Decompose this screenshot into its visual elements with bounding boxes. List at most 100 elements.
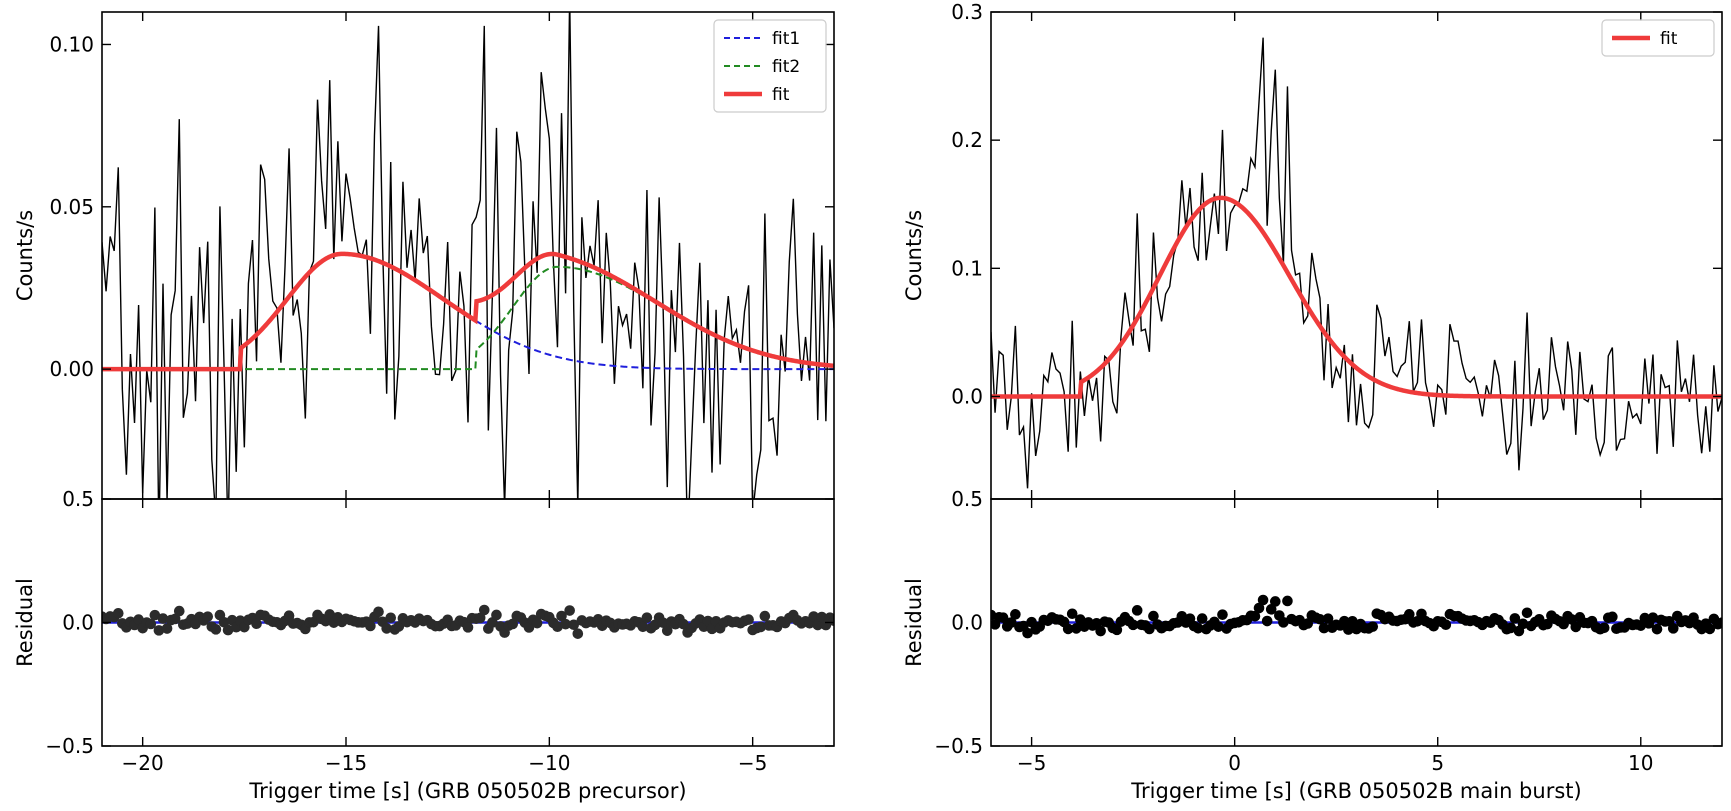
- residual-point: [1022, 627, 1033, 639]
- residual-point: [1278, 617, 1289, 628]
- residual-point: [661, 625, 673, 636]
- data-series-line: [102, 12, 834, 499]
- residual-point: [1570, 621, 1582, 633]
- y-axis-label: Counts/s: [13, 210, 37, 301]
- residual-point: [1282, 595, 1293, 607]
- y-tick-label: 0.00: [49, 357, 94, 381]
- residual-point: [637, 621, 649, 633]
- residual-point: [161, 623, 173, 634]
- legend-label-fit: fit: [1660, 29, 1678, 49]
- residual-point: [1265, 604, 1277, 615]
- residual-point: [1148, 610, 1159, 622]
- residual-point: [373, 606, 384, 618]
- y-tick-label: −0.5: [45, 734, 94, 758]
- residual-point: [1343, 624, 1354, 635]
- residual-point: [210, 624, 222, 635]
- residual-point: [1257, 594, 1269, 606]
- residual-point: [1521, 607, 1533, 619]
- residual-point: [474, 612, 486, 624]
- residual-point: [1322, 613, 1334, 624]
- legend-box: [1601, 19, 1715, 57]
- residual-point: [1403, 609, 1415, 620]
- residual-point: [997, 612, 1009, 624]
- residual-point: [169, 613, 181, 625]
- x-tick-label: 5: [1431, 751, 1444, 775]
- residual-point: [1070, 623, 1082, 634]
- residual-point: [1607, 611, 1618, 623]
- residual-point: [1339, 615, 1350, 627]
- y-tick-label: −0.5: [934, 734, 983, 758]
- residual-point: [1558, 618, 1569, 630]
- residual-point: [531, 617, 543, 629]
- residual-point: [462, 622, 474, 633]
- residual-point: [1667, 623, 1679, 634]
- residual-point: [1598, 622, 1610, 634]
- residual-point: [381, 623, 392, 634]
- residual-point: [218, 616, 230, 628]
- residual-point: [1302, 618, 1314, 629]
- residual-point: [808, 611, 819, 622]
- residual-point: [1127, 619, 1139, 631]
- main-burst-residual-group: −0.5 0.0 −5 0 5 10 Residual Trigger time [s] (G…: [902, 498, 1723, 803]
- residual-point: [324, 609, 336, 620]
- precursor-lightcurve-group: 0.00 0.05 0.10 0.5 Counts/s fit1 fit2 fit: [13, 11, 835, 511]
- residual-point: [1095, 625, 1106, 637]
- residual-point: [1196, 613, 1208, 624]
- residual-point: [1091, 617, 1102, 629]
- residual-point: [385, 612, 397, 624]
- residual-point: [1542, 618, 1553, 630]
- residual-point: [1131, 605, 1143, 616]
- residual-point: [1651, 623, 1663, 635]
- residual-point: [1111, 624, 1123, 636]
- residual-point: [1347, 616, 1358, 627]
- residual-point: [1249, 610, 1261, 622]
- residual-point: [702, 615, 714, 627]
- residual-point: [112, 607, 124, 619]
- residual-point: [816, 611, 828, 623]
- residual-point: [678, 618, 689, 630]
- y-tick-label: 0.0: [951, 384, 983, 408]
- y-tick-label: 0.05: [49, 195, 94, 219]
- series-fit-line: [102, 251, 834, 372]
- y-tick-label: 0.0: [62, 611, 94, 635]
- residual-point: [743, 614, 754, 625]
- x-axis-label: Trigger time [s] (GRB 050502B main burst…: [1130, 779, 1581, 803]
- residual-point: [641, 612, 653, 623]
- residual-point: [812, 619, 824, 631]
- legend-label-fit2: fit2: [772, 57, 800, 77]
- residual-point: [491, 609, 502, 621]
- residual-point: [173, 605, 185, 617]
- residual-point: [478, 604, 490, 616]
- residual-point: [1269, 596, 1281, 607]
- residual-point: [133, 614, 144, 625]
- residual-point: [1261, 615, 1273, 627]
- residual-point: [552, 621, 563, 633]
- y-tick-label: 0.1: [951, 256, 983, 280]
- residual-point: [202, 611, 214, 622]
- residual-point: [1066, 608, 1078, 620]
- y-axis-label: Residual: [902, 578, 926, 667]
- axes-frame: [990, 11, 1723, 500]
- residual-point: [1517, 618, 1529, 630]
- x-tick-label: −20: [122, 751, 164, 775]
- residual-point: [149, 609, 161, 621]
- legend: fit: [1601, 19, 1715, 57]
- residual-point: [1509, 613, 1521, 624]
- residual-point: [1318, 622, 1330, 634]
- residual-point: [251, 618, 262, 630]
- residual-point: [145, 618, 157, 630]
- residual-point: [1440, 619, 1452, 631]
- residual-point: [1213, 621, 1224, 632]
- residual-point: [1314, 613, 1326, 625]
- residual-point: [1367, 621, 1379, 632]
- residual-point: [1062, 623, 1074, 635]
- residual-point: [157, 613, 169, 624]
- residual-point: [507, 618, 519, 630]
- residual-point: [828, 615, 834, 627]
- residual-point: [560, 618, 571, 630]
- residual-point: [755, 621, 767, 633]
- data-series-line: [991, 37, 1722, 489]
- residual-point: [1006, 617, 1017, 628]
- main-burst-lightcurve-group: 0.0 0.1 0.2 0.3 0.5 Counts/s fit: [902, 0, 1723, 511]
- residual-point: [1704, 623, 1716, 635]
